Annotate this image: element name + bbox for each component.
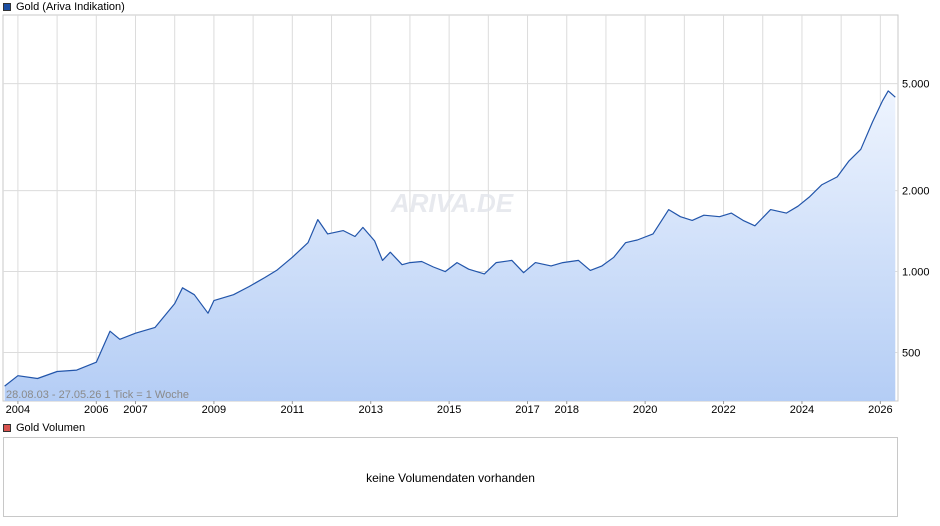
- legend-volume-swatch: [3, 424, 11, 432]
- x-tick-label: 2020: [633, 404, 657, 416]
- x-tick-label: 2015: [437, 404, 461, 416]
- watermark-text: ARIVA.DE: [390, 188, 514, 218]
- x-tick-label: 2013: [358, 404, 382, 416]
- x-tick-label: 2006: [84, 404, 108, 416]
- price-line: [4, 90, 896, 387]
- legend-price-swatch: [3, 3, 11, 11]
- x-tick-label: 2017: [515, 404, 539, 416]
- x-tick-label: 2024: [790, 404, 814, 416]
- y-tick-label: 5.000: [902, 79, 930, 91]
- legend-volume-label: Gold Volumen: [16, 422, 86, 434]
- x-tick-label: 2009: [202, 404, 226, 416]
- legend-price: Gold (Ariva Indikation): [3, 0, 125, 14]
- volume-empty-message: keine Volumendaten vorhanden: [366, 471, 535, 485]
- y-tick-label: 1.000: [902, 267, 930, 279]
- x-tick-label: 2018: [554, 404, 578, 416]
- x-tick-label: 2007: [123, 404, 147, 416]
- range-info-text: 28.08.03 - 27.05.26 1 Tick = 1 Woche: [6, 389, 189, 401]
- price-area: [4, 90, 896, 402]
- legend-price-label: Gold (Ariva Indikation): [16, 1, 125, 13]
- y-tick-label: 2.000: [902, 186, 930, 198]
- x-tick-label: 2022: [711, 404, 735, 416]
- x-tick-label: 2026: [868, 404, 892, 416]
- x-tick-label: 2004: [6, 404, 30, 416]
- y-tick-label: 500: [902, 347, 920, 359]
- x-tick-label: 2011: [280, 404, 304, 416]
- volume-panel: keine Volumendaten vorhanden: [3, 437, 898, 517]
- legend-volume: Gold Volumen: [3, 421, 85, 435]
- price-chart: ARIVA.DE 500 1.000 2.000 5.000 2004 2006 2007 20…: [2, 14, 930, 416]
